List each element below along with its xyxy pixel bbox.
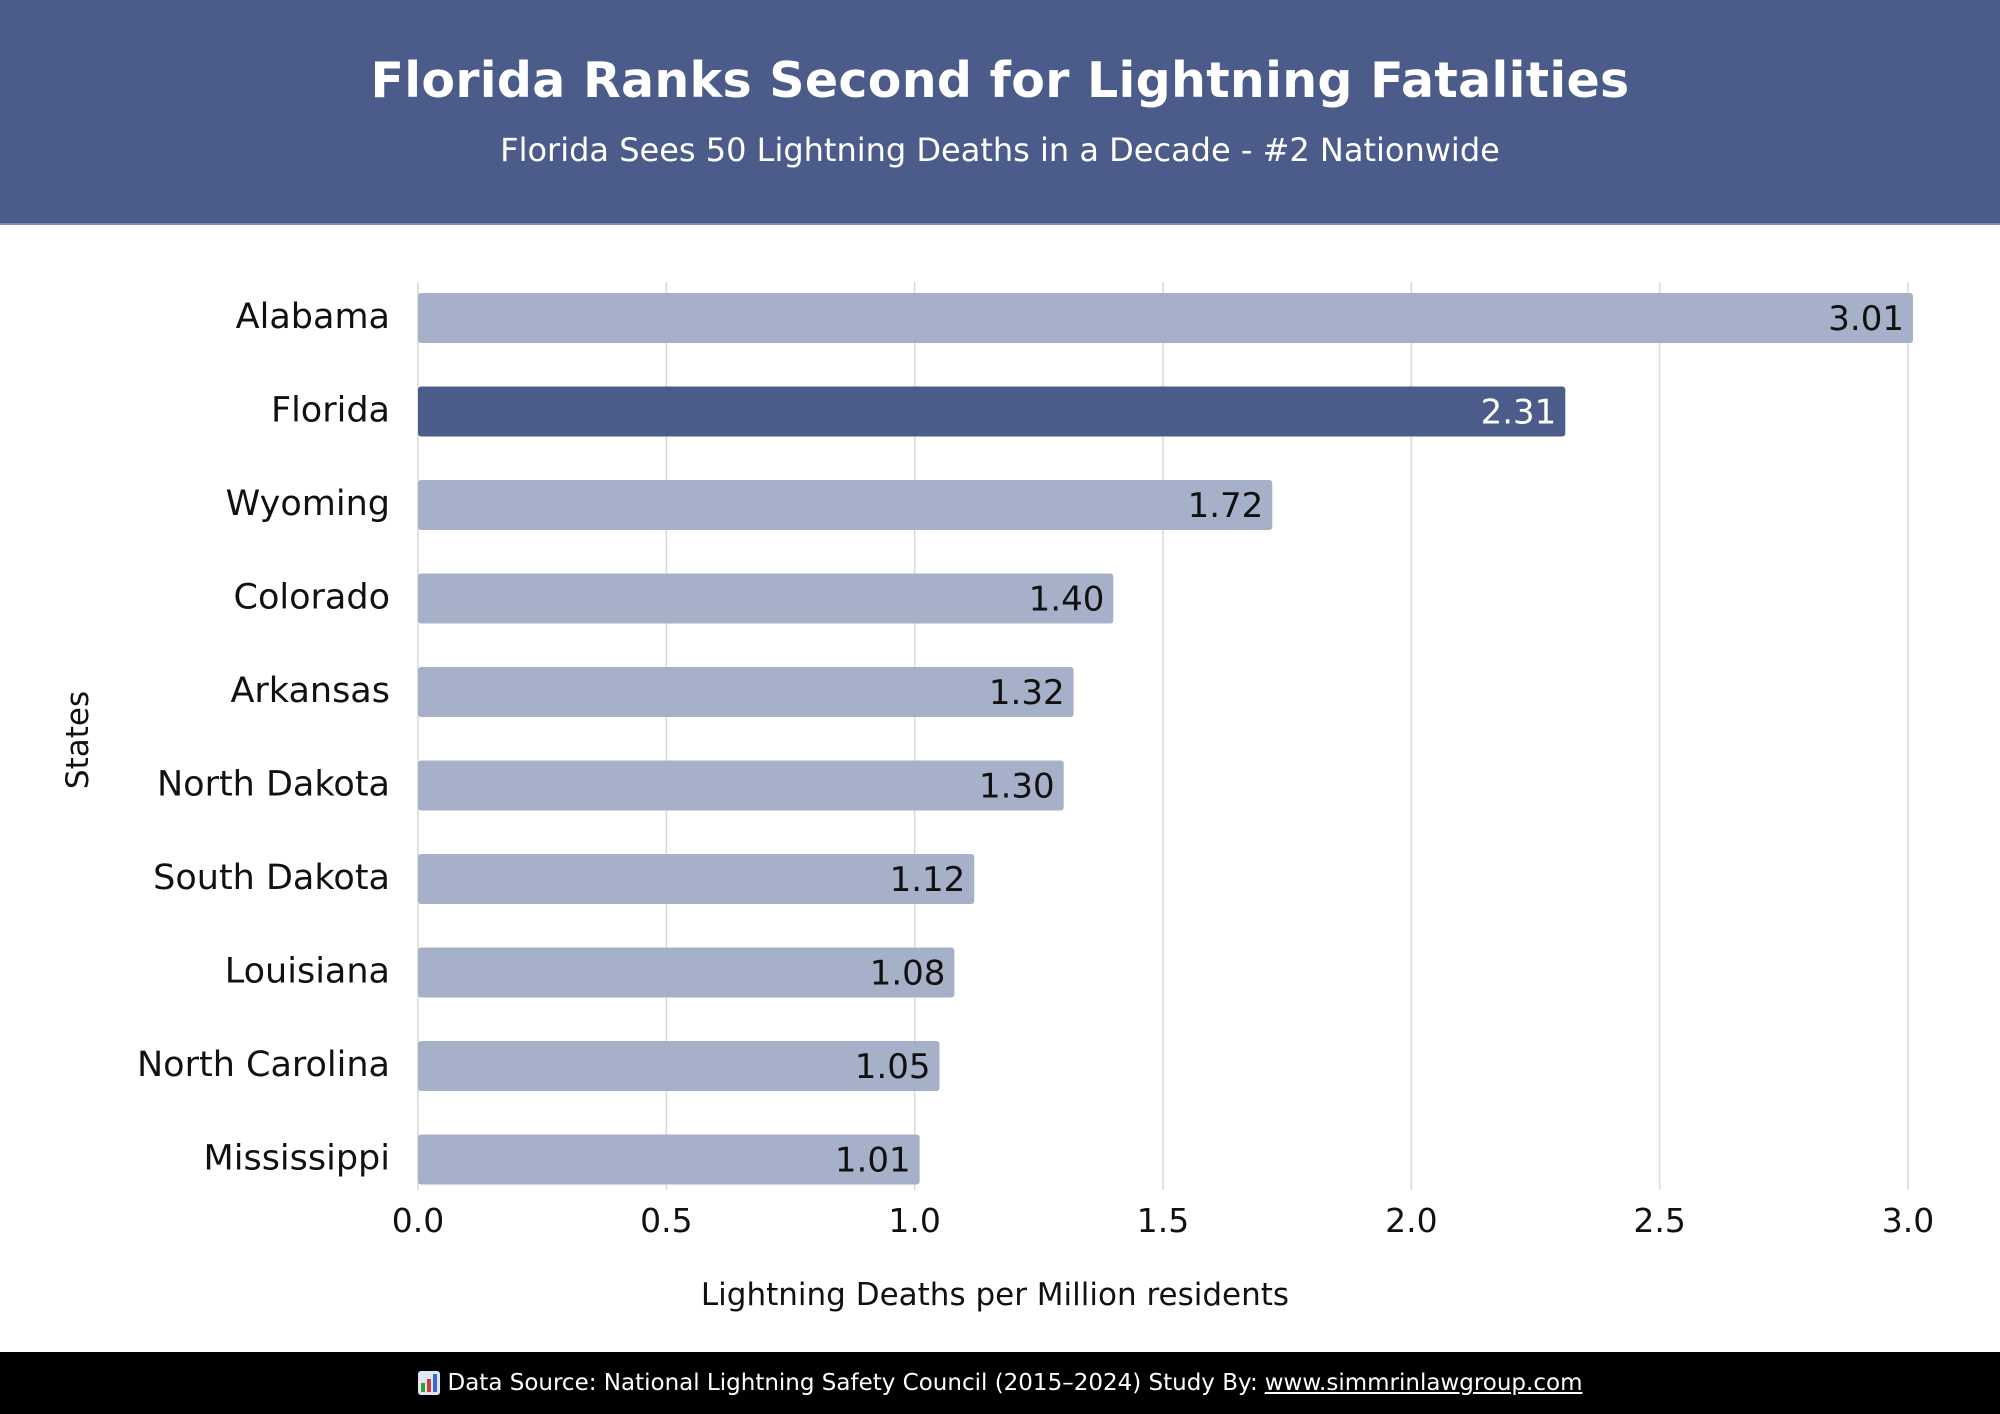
data-label: 1.40	[1029, 580, 1105, 620]
data-label: 1.08	[870, 954, 946, 994]
data-label: 1.30	[979, 767, 1055, 807]
data-label: 1.01	[835, 1141, 911, 1181]
data-label: 1.12	[890, 860, 966, 900]
bar-wyoming	[418, 480, 1273, 530]
bar-north-carolina	[418, 1041, 940, 1091]
bar-chart: 3.012.311.721.401.321.301.121.081.051.01…	[60, 282, 1934, 1313]
data-label: 3.01	[1828, 299, 1904, 339]
x-tick-label: 0.5	[640, 1201, 692, 1240]
x-tick-label: 2.0	[1385, 1201, 1437, 1240]
bar-colorado	[418, 573, 1114, 624]
category-labels: Alabama Florida Wyoming Colorado Arkansas Nor…	[137, 297, 390, 1179]
x-axis-ticks: 0.0 0.5 1.0 1.5 2.0 2.5 3.0	[392, 1201, 1934, 1240]
chart-title: Florida Ranks Second for Lightning Fatal…	[370, 52, 1630, 109]
bar-south-dakota	[418, 854, 975, 904]
x-tick-label: 1.0	[888, 1201, 940, 1240]
data-label: 1.72	[1188, 486, 1264, 526]
category-label: Wyoming	[226, 484, 390, 524]
x-tick-label: 1.5	[1137, 1201, 1189, 1240]
bar-mississippi	[418, 1134, 920, 1185]
data-label: 1.05	[855, 1047, 931, 1087]
chart-header: Florida Ranks Second for Lightning Fatal…	[0, 0, 2000, 225]
data-source-text: Data Source: National Lightning Safety C…	[447, 1370, 1258, 1396]
data-label: 2.31	[1481, 393, 1557, 433]
category-label: Colorado	[234, 578, 390, 618]
website-link[interactable]: www.simmrinlawgroup.com	[1264, 1370, 1583, 1396]
x-tick-label: 0.0	[392, 1201, 444, 1240]
category-label: North Dakota	[157, 765, 390, 805]
bar-chart-icon	[417, 1371, 440, 1395]
category-label: Alabama	[236, 297, 390, 337]
x-tick-label: 3.0	[1882, 1201, 1934, 1240]
category-label: Mississippi	[204, 1139, 390, 1179]
bar-florida	[418, 386, 1566, 437]
category-label: Arkansas	[230, 671, 390, 711]
bar-arkansas	[418, 667, 1074, 717]
data-label: 1.32	[989, 673, 1065, 713]
x-tick-label: 2.5	[1633, 1201, 1685, 1240]
footer: Data Source: National Lightning Safety C…	[0, 1352, 2000, 1414]
y-axis-label: States	[60, 691, 96, 789]
category-label: Louisiana	[225, 952, 390, 992]
x-axis-label: Lightning Deaths per Million residents	[701, 1277, 1289, 1313]
chart-subtitle: Florida Sees 50 Lightning Deaths in a De…	[500, 131, 1500, 169]
bars: 3.01 2.31 1.72 1.40 1.32 1.30 1.12 1.08 1.05 1.01	[418, 293, 1913, 1185]
bar-north-dakota	[418, 760, 1064, 811]
category-label: South Dakota	[153, 858, 390, 898]
bar-louisiana	[418, 947, 955, 998]
bar-alabama	[418, 293, 1913, 343]
category-label: Florida	[271, 391, 390, 431]
category-label: North Carolina	[137, 1045, 390, 1085]
